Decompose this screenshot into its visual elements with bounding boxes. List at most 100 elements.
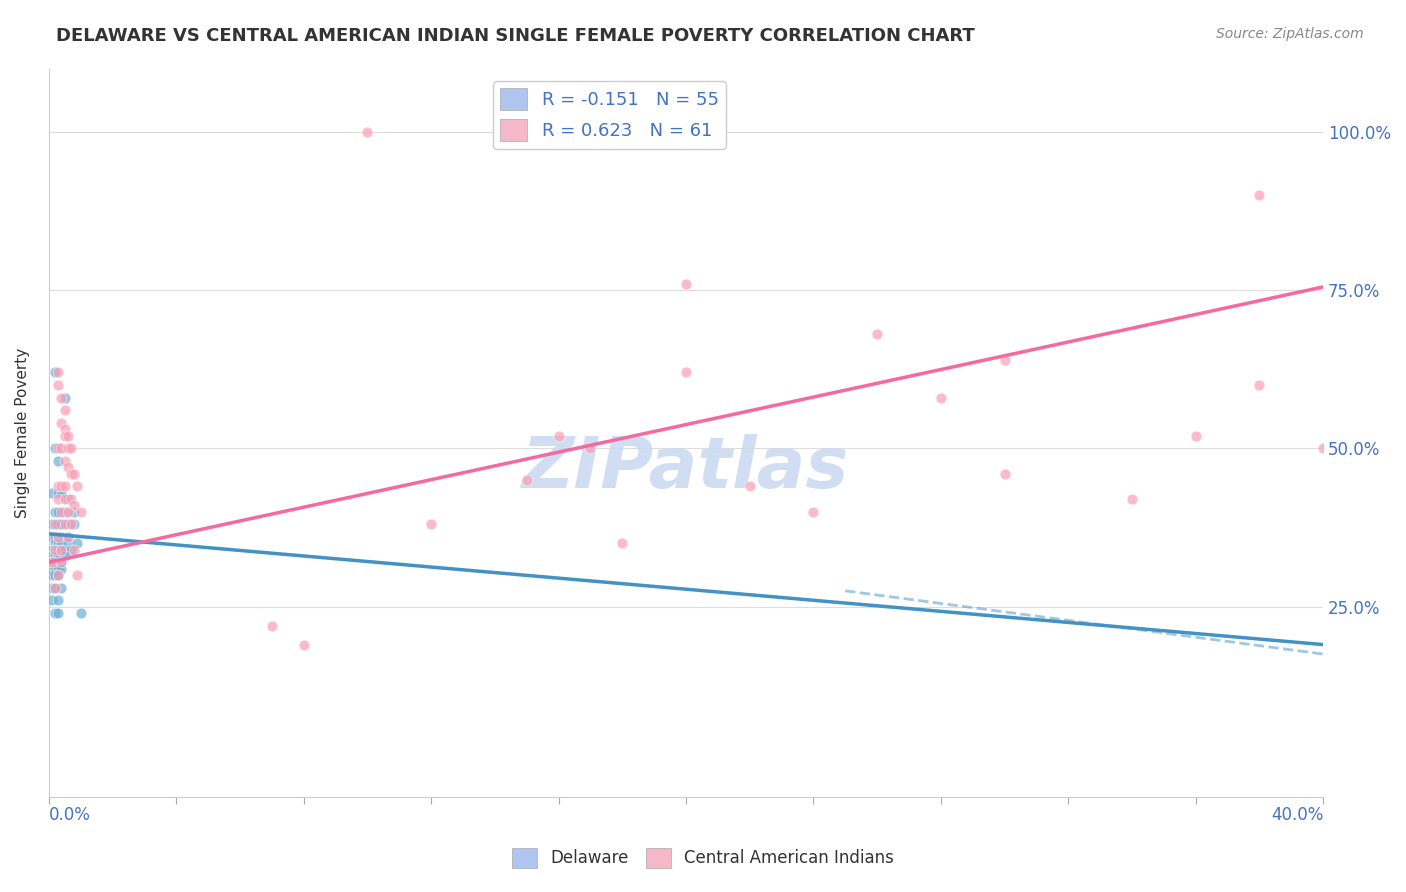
Point bbox=[44, 581, 66, 595]
Point bbox=[41, 549, 63, 563]
Point bbox=[1312, 442, 1334, 456]
Point bbox=[56, 428, 79, 442]
Point bbox=[56, 505, 79, 519]
Point bbox=[44, 536, 66, 550]
Point bbox=[675, 277, 697, 291]
Point bbox=[993, 467, 1015, 481]
Point bbox=[356, 125, 378, 139]
Point bbox=[44, 606, 66, 620]
Point bbox=[46, 593, 69, 607]
Point bbox=[66, 568, 89, 582]
Point bbox=[41, 561, 63, 575]
Point bbox=[51, 542, 73, 557]
Point bbox=[41, 542, 63, 557]
Point bbox=[66, 536, 89, 550]
Point bbox=[69, 505, 91, 519]
Point bbox=[46, 549, 69, 563]
Point bbox=[44, 568, 66, 582]
Point bbox=[51, 561, 73, 575]
Point bbox=[63, 467, 86, 481]
Point bbox=[69, 606, 91, 620]
Point bbox=[66, 479, 89, 493]
Text: Source: ZipAtlas.com: Source: ZipAtlas.com bbox=[1216, 27, 1364, 41]
Point bbox=[41, 593, 63, 607]
Point bbox=[46, 378, 69, 392]
Text: ZIPatlas: ZIPatlas bbox=[522, 434, 849, 503]
Point bbox=[41, 530, 63, 544]
Point bbox=[53, 391, 76, 405]
Point bbox=[63, 505, 86, 519]
Point bbox=[46, 542, 69, 557]
Point bbox=[44, 517, 66, 532]
Point bbox=[63, 517, 86, 532]
Point bbox=[53, 428, 76, 442]
Point bbox=[41, 555, 63, 569]
Point bbox=[579, 442, 602, 456]
Point bbox=[51, 542, 73, 557]
Point bbox=[41, 581, 63, 595]
Point bbox=[46, 530, 69, 544]
Point bbox=[56, 491, 79, 506]
Point bbox=[866, 327, 889, 342]
Point bbox=[260, 618, 283, 632]
Point bbox=[46, 479, 69, 493]
Point bbox=[51, 505, 73, 519]
Point bbox=[46, 568, 69, 582]
Point bbox=[41, 517, 63, 532]
Point bbox=[44, 542, 66, 557]
Point bbox=[53, 517, 76, 532]
Point bbox=[56, 536, 79, 550]
Point bbox=[56, 530, 79, 544]
Point bbox=[60, 442, 83, 456]
Point bbox=[63, 542, 86, 557]
Point bbox=[46, 485, 69, 500]
Point bbox=[41, 555, 63, 569]
Point bbox=[51, 416, 73, 430]
Point bbox=[46, 561, 69, 575]
Point bbox=[46, 454, 69, 468]
Point bbox=[44, 555, 66, 569]
Point bbox=[51, 536, 73, 550]
Point bbox=[46, 442, 69, 456]
Legend: R = -0.151   N = 55, R = 0.623   N = 61: R = -0.151 N = 55, R = 0.623 N = 61 bbox=[494, 81, 725, 149]
Point bbox=[53, 422, 76, 436]
Point bbox=[292, 638, 315, 652]
Point bbox=[46, 530, 69, 544]
Point bbox=[46, 536, 69, 550]
Point bbox=[1184, 428, 1206, 442]
Point bbox=[51, 555, 73, 569]
Point bbox=[53, 479, 76, 493]
Point bbox=[993, 352, 1015, 367]
Point bbox=[53, 491, 76, 506]
Point bbox=[53, 403, 76, 417]
Point bbox=[53, 454, 76, 468]
Point bbox=[41, 568, 63, 582]
Point bbox=[516, 473, 538, 487]
Point bbox=[44, 581, 66, 595]
Point bbox=[1249, 188, 1271, 202]
Point bbox=[46, 365, 69, 379]
Point bbox=[53, 549, 76, 563]
Point bbox=[51, 485, 73, 500]
Point bbox=[44, 505, 66, 519]
Point bbox=[53, 505, 76, 519]
Point bbox=[51, 442, 73, 456]
Point bbox=[51, 555, 73, 569]
Point bbox=[44, 549, 66, 563]
Point bbox=[53, 542, 76, 557]
Point bbox=[612, 536, 634, 550]
Point bbox=[46, 491, 69, 506]
Point bbox=[63, 499, 86, 513]
Point bbox=[60, 491, 83, 506]
Point bbox=[803, 505, 825, 519]
Text: 40.0%: 40.0% bbox=[1271, 806, 1323, 824]
Point bbox=[44, 561, 66, 575]
Legend: Delaware, Central American Indians: Delaware, Central American Indians bbox=[506, 841, 900, 875]
Point bbox=[51, 479, 73, 493]
Point bbox=[1121, 491, 1143, 506]
Point bbox=[420, 517, 443, 532]
Point bbox=[46, 606, 69, 620]
Point bbox=[44, 542, 66, 557]
Point bbox=[1249, 378, 1271, 392]
Point bbox=[51, 530, 73, 544]
